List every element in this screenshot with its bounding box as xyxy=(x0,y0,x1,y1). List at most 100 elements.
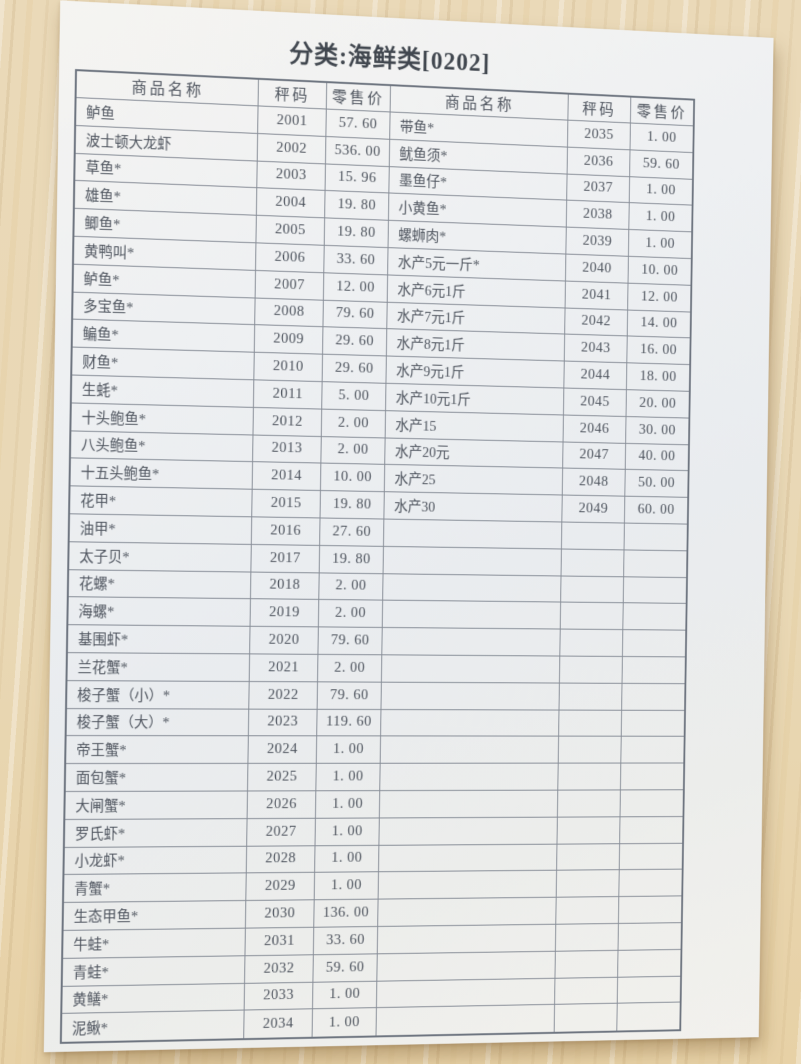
retail-price-right-cell xyxy=(620,790,683,818)
retail-price-left-cell: 19. 80 xyxy=(324,218,389,249)
paper-sheet: 分类:海鲜类[0202] 商品名称 秤码 零售价 商品名称 秤码 零售价 鲈鱼 … xyxy=(43,0,774,1053)
retail-price-left-cell: 1. 00 xyxy=(315,818,380,846)
scale-code-right-cell: 2040 xyxy=(565,254,629,284)
retail-price-left-cell: 136. 00 xyxy=(314,899,379,928)
product-name-right-cell xyxy=(376,978,556,1009)
header-scale-code-left: 秤码 xyxy=(258,79,328,110)
table-row: 梭子蟹（大）* 2023 119. 60 xyxy=(66,708,685,738)
scale-code-right-cell xyxy=(555,923,619,952)
scale-code-right-cell xyxy=(559,710,623,737)
product-name-right-cell xyxy=(380,736,560,764)
scale-code-left-cell: 2031 xyxy=(245,927,315,956)
retail-price-left-cell: 15. 96 xyxy=(325,164,390,194)
product-name-left-cell: 牛蛙* xyxy=(63,928,246,959)
table-row: 罗氏虾* 2027 1. 00 xyxy=(64,816,683,848)
product-name-left-cell: 梭子蟹（大）* xyxy=(66,708,250,737)
table-body: 鲈鱼 2001 57. 60 带鱼* 2035 1. 00 波士顿大龙虾 200… xyxy=(61,98,693,1042)
scale-code-left-cell: 2024 xyxy=(248,736,318,764)
product-name-right-cell xyxy=(383,573,562,603)
retail-price-left-cell: 1. 00 xyxy=(316,763,381,792)
scale-code-left-cell: 2021 xyxy=(249,654,319,683)
sheet-content: 分类:海鲜类[0202] 商品名称 秤码 零售价 商品名称 秤码 零售价 鲈鱼 … xyxy=(44,0,774,1044)
retail-price-left-cell: 1. 00 xyxy=(314,872,379,901)
retail-price-left-cell: 1. 00 xyxy=(315,845,380,874)
scale-code-right-cell xyxy=(554,1003,618,1032)
product-name-right-cell xyxy=(381,655,561,684)
retail-price-left-cell: 29. 60 xyxy=(322,354,387,384)
retail-price-right-cell xyxy=(621,710,685,738)
scale-code-left-cell: 2010 xyxy=(254,352,324,383)
product-name-right-cell xyxy=(380,763,559,792)
retail-price-right-cell xyxy=(624,550,687,578)
retail-price-right-cell: 18. 00 xyxy=(626,363,690,392)
retail-price-right-cell: 14. 00 xyxy=(627,310,691,339)
product-name-left-cell: 黄鳝* xyxy=(62,983,246,1015)
retail-price-left-cell: 1. 00 xyxy=(316,736,382,764)
retail-price-right-cell: 40. 00 xyxy=(625,443,689,472)
retail-price-left-cell: 19. 80 xyxy=(320,491,385,520)
scale-code-right-cell: 2038 xyxy=(566,200,630,231)
scale-code-right-cell: 2043 xyxy=(564,334,628,364)
scale-code-left-cell: 2023 xyxy=(248,709,318,737)
scale-code-right-cell xyxy=(555,950,619,979)
retail-price-right-cell: 10. 00 xyxy=(628,256,691,286)
product-name-right-cell xyxy=(379,790,559,819)
product-name-right-cell: 水产15 xyxy=(385,410,564,443)
scale-code-right-cell xyxy=(557,817,621,845)
retail-price-right-cell: 50. 00 xyxy=(625,470,688,498)
product-name-left-cell: 青蛙* xyxy=(62,955,246,987)
scale-code-right-cell xyxy=(556,897,620,925)
product-name-left-cell: 海螺* xyxy=(68,597,251,627)
product-name-right-cell xyxy=(381,709,560,737)
scale-code-left-cell: 2033 xyxy=(244,982,314,1011)
scale-code-right-cell xyxy=(559,656,623,684)
retail-price-left-cell: 12. 00 xyxy=(323,273,389,303)
retail-price-left-cell: 2. 00 xyxy=(318,600,384,629)
product-name-left-cell: 青蟹* xyxy=(63,873,247,904)
retail-price-right-cell xyxy=(623,576,687,605)
header-retail-price-right: 零售价 xyxy=(630,97,694,127)
product-name-left-cell: 生蚝* xyxy=(71,375,255,408)
retail-price-left-cell: 79. 60 xyxy=(323,300,388,330)
scale-code-right-cell: 2035 xyxy=(567,120,631,151)
product-name-left-cell: 帝王蟹* xyxy=(66,736,249,765)
scale-code-right-cell xyxy=(561,549,625,577)
scale-code-left-cell: 2028 xyxy=(246,845,316,874)
scale-code-left-cell: 2011 xyxy=(253,380,323,410)
retail-price-right-cell xyxy=(622,683,685,711)
scale-code-left-cell: 2003 xyxy=(257,161,326,192)
retail-price-right-cell xyxy=(623,603,686,631)
product-name-right-cell xyxy=(377,951,556,982)
retail-price-left-cell: 1. 00 xyxy=(312,981,378,1010)
scale-code-right-cell: 2048 xyxy=(562,468,626,497)
retail-price-left-cell: 59. 60 xyxy=(313,954,378,983)
retail-price-left-cell: 2. 00 xyxy=(321,409,387,439)
retail-price-left-cell: 57. 60 xyxy=(326,109,391,140)
retail-price-right-cell xyxy=(617,1003,679,1031)
scale-code-right-cell: 2047 xyxy=(563,442,627,471)
product-name-right-cell xyxy=(377,924,557,955)
retail-price-right-cell: 1. 00 xyxy=(628,230,692,260)
scale-code-left-cell: 2027 xyxy=(247,818,316,847)
table-row: 帝王蟹* 2024 1. 00 xyxy=(66,736,684,765)
retail-price-left-cell: 536. 00 xyxy=(325,136,391,167)
scale-code-left-cell: 2022 xyxy=(249,681,318,710)
retail-price-right-cell: 1. 00 xyxy=(630,123,693,153)
retail-price-left-cell: 2. 00 xyxy=(319,572,384,601)
retail-price-left-cell: 1. 00 xyxy=(312,1008,377,1037)
scale-code-left-cell: 2001 xyxy=(258,106,327,137)
product-name-left-cell: 梭子蟹（小）* xyxy=(67,680,250,710)
retail-price-left-cell: 2. 00 xyxy=(317,654,383,683)
scale-code-left-cell: 2008 xyxy=(255,298,324,328)
table-row: 面包蟹* 2025 1. 00 xyxy=(65,763,684,792)
scale-code-left-cell: 2018 xyxy=(250,572,320,601)
scale-code-left-cell: 2012 xyxy=(253,407,323,437)
retail-price-right-cell xyxy=(620,763,684,791)
scale-code-left-cell: 2029 xyxy=(246,873,316,902)
scale-code-right-cell: 2039 xyxy=(566,227,630,257)
product-name-right-cell: 水产30 xyxy=(384,492,563,523)
retail-price-right-cell: 16. 00 xyxy=(627,336,690,366)
product-name-left-cell: 八头鲍鱼* xyxy=(70,430,254,463)
retail-price-left-cell: 119. 60 xyxy=(317,709,382,737)
product-name-right-cell xyxy=(379,817,558,846)
